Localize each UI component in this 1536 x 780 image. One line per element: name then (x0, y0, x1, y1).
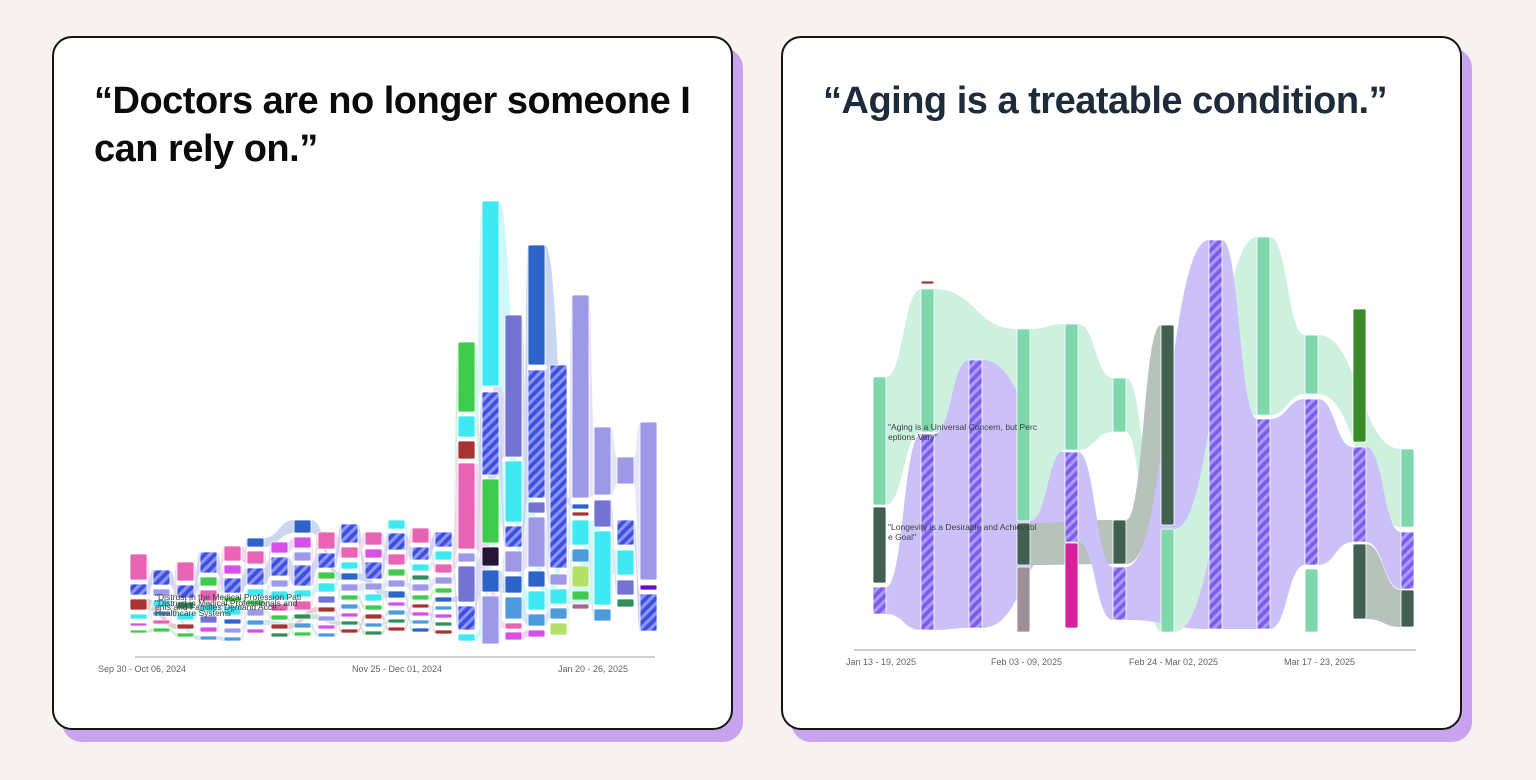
svg-text:ents and Families Demand Acce.: ents and Families Demand Acce..." (155, 602, 287, 612)
svg-text:Jan 20 - 26, 2025: Jan 20 - 26, 2025 (558, 664, 628, 674)
svg-text:"Longevity is a Desirable and: "Longevity is a Desirable and Achievabl (888, 522, 1037, 532)
svg-text:Healthcare Systems": Healthcare Systems" (155, 608, 234, 618)
quote-title-distrust: “Doctors are no longer someone I can rel… (94, 80, 691, 170)
svg-text:Feb 03 - 09, 2025: Feb 03 - 09, 2025 (991, 657, 1062, 667)
svg-text:Sep 30 - Oct 06, 2024: Sep 30 - Oct 06, 2024 (98, 664, 186, 674)
svg-text:"Distrust in Medical Professio: "Distrust in Medical Professionals and (155, 598, 298, 608)
svg-text:eptions Vary": eptions Vary" (888, 432, 938, 442)
sankey-chart-aging: Jan 13 - 19, 2025 Feb 03 - 09, 2025 Feb 24… (846, 236, 1416, 667)
quote-card-aging: “Aging is a treatable condition.” Jan 13… (781, 36, 1462, 730)
svg-text:Jan 13 - 19, 2025: Jan 13 - 19, 2025 (846, 657, 916, 667)
svg-text:e Goal": e Goal" (888, 532, 916, 542)
sankey-chart-distrust: Sep 30 - Oct 06, 2024 Nov 25 - Dec 01, 20… (98, 200, 658, 674)
quote-card-distrust: “Doctors are no longer someone I can rel… (52, 36, 733, 730)
svg-text:"Distrust in the Medical Profe: "Distrust in the Medical Profession Pati (155, 592, 301, 602)
quote-title-aging: “Aging is a treatable condition.” (823, 80, 1388, 122)
svg-text:Nov 25 - Dec 01, 2024: Nov 25 - Dec 01, 2024 (352, 664, 442, 674)
svg-text:"Aging is a Universal Concern,: "Aging is a Universal Concern, but Perc (888, 422, 1038, 432)
svg-text:Mar 17 - 23, 2025: Mar 17 - 23, 2025 (1284, 657, 1355, 667)
svg-text:Feb 24 - Mar 02, 2025: Feb 24 - Mar 02, 2025 (1129, 657, 1218, 667)
